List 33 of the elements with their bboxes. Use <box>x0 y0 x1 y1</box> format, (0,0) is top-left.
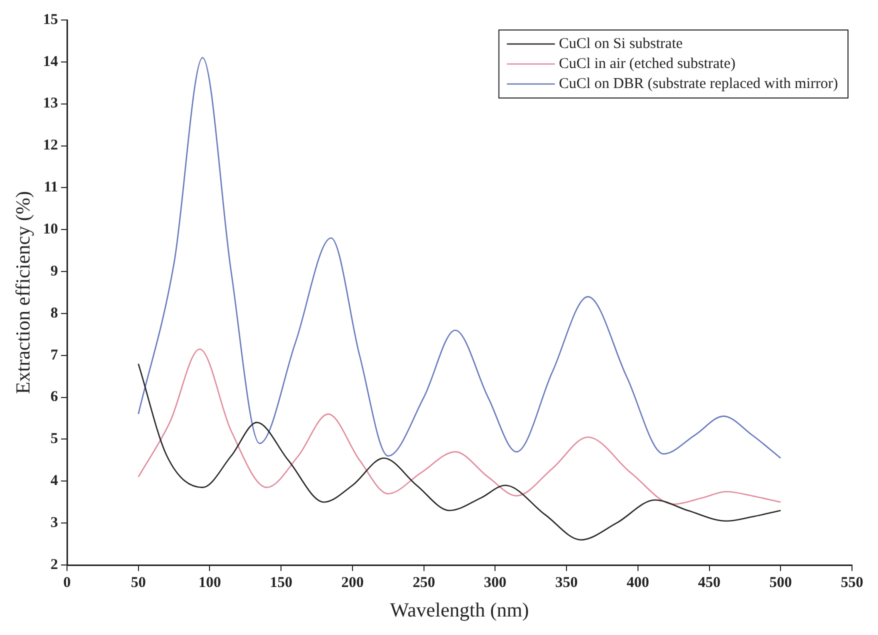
legend-label: CuCl in air (etched substrate) <box>558 56 736 72</box>
y-tick-label: 11 <box>44 180 58 196</box>
x-tick-label: 350 <box>555 574 578 591</box>
x-tick-label: 250 <box>412 574 436 591</box>
y-tick-label: 7 <box>50 347 58 364</box>
legend-label: CuCl on Si substrate <box>558 36 683 52</box>
y-tick-label: 13 <box>43 96 58 112</box>
y-tick-label: 8 <box>50 305 58 322</box>
y-tick-label: 12 <box>43 138 58 154</box>
x-tick-label: 300 <box>484 574 506 591</box>
line-series <box>138 363 782 540</box>
x-tick-label: 550 <box>840 574 864 591</box>
x-tick-label: 150 <box>270 574 292 591</box>
y-tick-label: 15 <box>43 12 58 28</box>
x-tick-label: 200 <box>341 574 364 591</box>
y-tick-label: 14 <box>43 54 58 70</box>
y-axis-title: Extraction efficiency (%) <box>12 191 34 394</box>
y-tick-label: 3 <box>50 514 58 531</box>
x-tick-label: 400 <box>626 574 650 591</box>
y-tick-label: 2 <box>50 556 58 573</box>
x-axis-title: Wavelength (nm) <box>390 599 529 622</box>
x-tick-label: 0 <box>63 574 71 591</box>
y-tick-label: 10 <box>43 221 58 238</box>
x-tick-label: 450 <box>698 574 721 591</box>
line-series <box>138 348 782 505</box>
y-tick-label: 9 <box>50 263 58 280</box>
y-tick-label: 4 <box>50 473 58 490</box>
x-tick-label: 50 <box>130 574 146 591</box>
x-tick-label: 500 <box>769 574 792 591</box>
x-tick-label: 100 <box>198 574 221 591</box>
legend-label: CuCl on DBR (substrate replaced with mirror) <box>558 76 838 92</box>
y-tick-label: 6 <box>50 389 58 406</box>
y-tick-label: 5 <box>50 431 58 448</box>
